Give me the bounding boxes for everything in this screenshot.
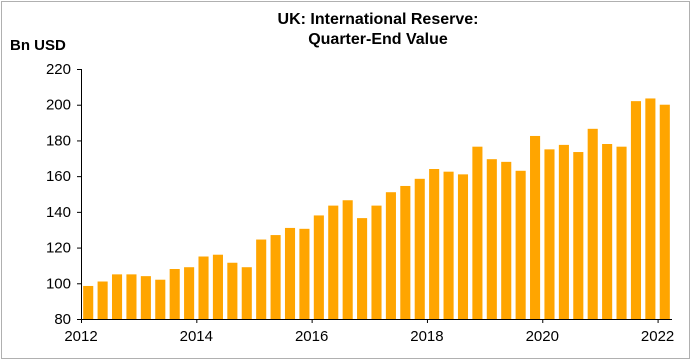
bar-2021-Q1 <box>602 144 613 319</box>
bar-2021-Q3 <box>630 101 642 319</box>
bar-2015-Q4 <box>299 228 310 319</box>
bar-2017-Q2 <box>385 192 396 319</box>
bar-2017-Q3 <box>400 185 411 319</box>
bar-2018-Q3 <box>457 174 469 319</box>
bar-2019-Q1 <box>486 159 497 319</box>
bar-2012-Q3 <box>111 274 123 319</box>
y-tick-label-220: 220 <box>46 61 71 78</box>
x-tick-label-2014: 2014 <box>180 328 213 345</box>
bar-2019-Q2 <box>501 161 512 319</box>
bar-2022-Q1 <box>659 104 670 320</box>
bar-2015-Q2 <box>270 235 281 319</box>
bar-2012-Q2 <box>97 281 108 319</box>
y-tick-label-180: 180 <box>46 132 71 149</box>
bar-2014-Q2 <box>212 254 223 319</box>
axes-group <box>77 69 672 323</box>
bar-2016-Q2 <box>328 205 339 319</box>
x-tick-label-2016: 2016 <box>295 328 328 345</box>
bar-2019-Q3 <box>515 170 526 319</box>
bar-2018-Q2 <box>443 171 454 319</box>
bar-2019-Q4 <box>530 135 541 319</box>
y-axis-unit-label: Bn USD <box>10 37 66 54</box>
bar-2021-Q2 <box>616 146 627 319</box>
x-tick-labels: 2012 2014 2016 2018 2020 2022 <box>64 328 674 345</box>
bar-2013-Q3 <box>169 269 180 319</box>
bar-2018-Q4 <box>472 146 483 319</box>
bar-2020-Q4 <box>587 128 598 319</box>
bar-2014-Q4 <box>241 267 252 319</box>
bar-2017-Q1 <box>371 205 382 319</box>
x-tick-label-2018: 2018 <box>410 328 443 345</box>
x-tick-label-2020: 2020 <box>526 328 559 345</box>
y-tick-labels: 80 100 120 140 160 180 200 220 <box>46 61 71 328</box>
bar-2017-Q4 <box>414 178 425 319</box>
bar-2021-Q4 <box>645 98 656 320</box>
bar-2012-Q1 <box>83 285 94 319</box>
bar-2016-Q1 <box>313 215 324 319</box>
y-tick-label-80: 80 <box>54 311 71 328</box>
bar-2012-Q4 <box>126 274 137 319</box>
y-tick-label-120: 120 <box>46 240 71 257</box>
bar-2020-Q3 <box>573 152 584 319</box>
bar-2015-Q3 <box>284 227 296 319</box>
bar-2016-Q3 <box>342 200 353 319</box>
chart-title-line-2: Quarter-End Value <box>308 31 448 48</box>
y-tick-label-200: 200 <box>46 97 71 114</box>
bar-2013-Q2 <box>155 279 166 319</box>
y-tick-label-140: 140 <box>46 204 71 221</box>
bar-2014-Q3 <box>227 262 238 319</box>
x-tick-label-2022: 2022 <box>641 328 674 345</box>
y-tick-label-100: 100 <box>46 275 71 292</box>
bar-2015-Q1 <box>256 239 267 319</box>
y-tick-label-160: 160 <box>46 168 71 185</box>
bar-2020-Q1 <box>544 149 555 319</box>
bar-2016-Q4 <box>357 218 368 319</box>
chart-title-line-1: UK: International Reserve: <box>278 11 479 28</box>
bar-2018-Q1 <box>429 169 440 319</box>
bar-2013-Q4 <box>184 267 195 319</box>
x-tick-label-2012: 2012 <box>64 328 97 345</box>
bars-group <box>83 98 670 320</box>
bar-2013-Q1 <box>140 276 151 319</box>
bar-2014-Q1 <box>198 256 209 319</box>
bar-2020-Q2 <box>558 144 569 319</box>
